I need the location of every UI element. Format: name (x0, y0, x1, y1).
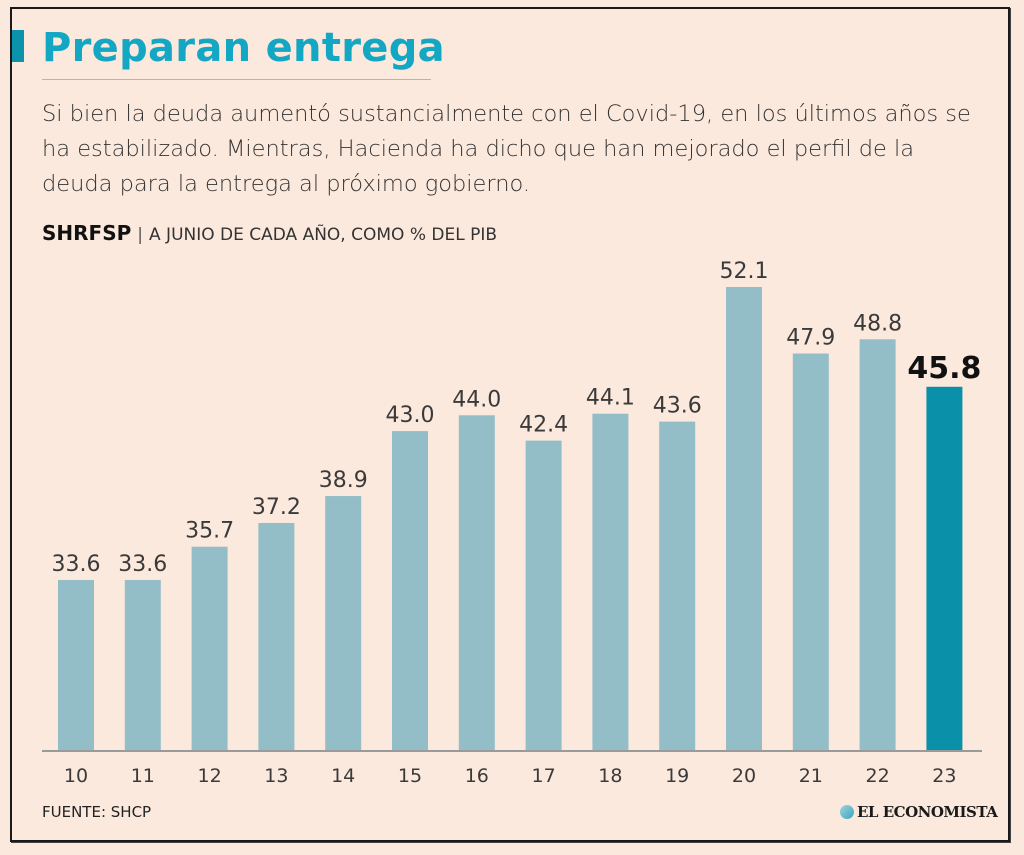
title-accent-bar (12, 30, 24, 62)
x-tick-label-10: 10 (64, 765, 88, 787)
chart-title: Preparan entrega (42, 25, 445, 71)
title-underline (42, 79, 431, 80)
chart-frame (10, 7, 1010, 842)
value-label-22: 48.8 (853, 311, 902, 336)
bar-19 (659, 421, 696, 751)
x-tick-label-23: 23 (932, 765, 956, 787)
value-label-16: 44.0 (452, 387, 501, 412)
series-note: A JUNIO DE CADA AÑO, COMO % DEL PIB (149, 225, 498, 245)
bar-chart: 33.6 33.6 35.7 37.2 38.9 43.0 44.0 42.4 44.1 43.6… (42, 259, 982, 787)
x-tick-label-20: 20 (732, 765, 756, 787)
el-economista-logo-icon (840, 805, 854, 819)
bar-12 (191, 546, 228, 751)
x-tick-label-13: 13 (264, 765, 288, 787)
bar-22 (859, 339, 896, 751)
value-label-21: 47.9 (786, 326, 835, 351)
x-tick-label-15: 15 (398, 765, 422, 787)
series-separator: | (137, 225, 144, 245)
x-tick-label-19: 19 (665, 765, 689, 787)
value-label-17: 42.4 (519, 413, 568, 438)
brand-logo: EL ECONOMISTA (840, 803, 998, 821)
value-label-11: 33.6 (118, 552, 167, 577)
x-tick-label-16: 16 (465, 765, 489, 787)
bar-18 (592, 413, 629, 751)
value-label-10: 33.6 (52, 552, 101, 577)
value-label-18: 44.1 (586, 386, 635, 411)
bars-group (58, 287, 963, 751)
bar-20 (726, 287, 762, 751)
series-subheading: SHRFSP | A JUNIO DE CADA AÑO, COMO % DEL P… (42, 221, 497, 245)
bar-21 (792, 353, 829, 751)
bar-13 (258, 522, 295, 751)
x-tick-label-21: 21 (799, 765, 823, 787)
chart-description: Si bien la deuda aumentó sustancialmente… (42, 101, 971, 197)
source-note: FUENTE: SHCP (42, 803, 152, 821)
bar-16 (458, 415, 495, 751)
bar-14 (325, 496, 362, 751)
x-tick-labels-group: 10 11 12 13 14 15 16 17 18 19 20 21 22 23 (64, 765, 957, 787)
bar-23 (926, 386, 963, 751)
value-label-12: 35.7 (185, 519, 234, 544)
x-tick-label-11: 11 (131, 765, 155, 787)
series-label: SHRFSP (42, 221, 132, 245)
value-label-15: 43.0 (386, 403, 435, 428)
value-label-13: 37.2 (252, 495, 301, 520)
value-label-20: 52.1 (720, 259, 769, 284)
bar-15 (392, 431, 428, 751)
value-label-23: 45.8 (907, 351, 981, 386)
brand-name: EL ECONOMISTA (857, 803, 998, 821)
x-tick-label-18: 18 (598, 765, 622, 787)
value-label-14: 38.9 (319, 468, 368, 493)
value-labels-group: 33.6 33.6 35.7 37.2 38.9 43.0 44.0 42.4 44.1 43.6… (52, 259, 982, 577)
bar-10 (58, 579, 94, 751)
value-label-19: 43.6 (653, 394, 702, 419)
bar-17 (525, 440, 562, 751)
x-tick-label-14: 14 (331, 765, 355, 787)
x-tick-label-17: 17 (532, 765, 556, 787)
x-tick-label-12: 12 (198, 765, 222, 787)
bar-11 (124, 579, 161, 751)
x-tick-label-22: 22 (866, 765, 890, 787)
